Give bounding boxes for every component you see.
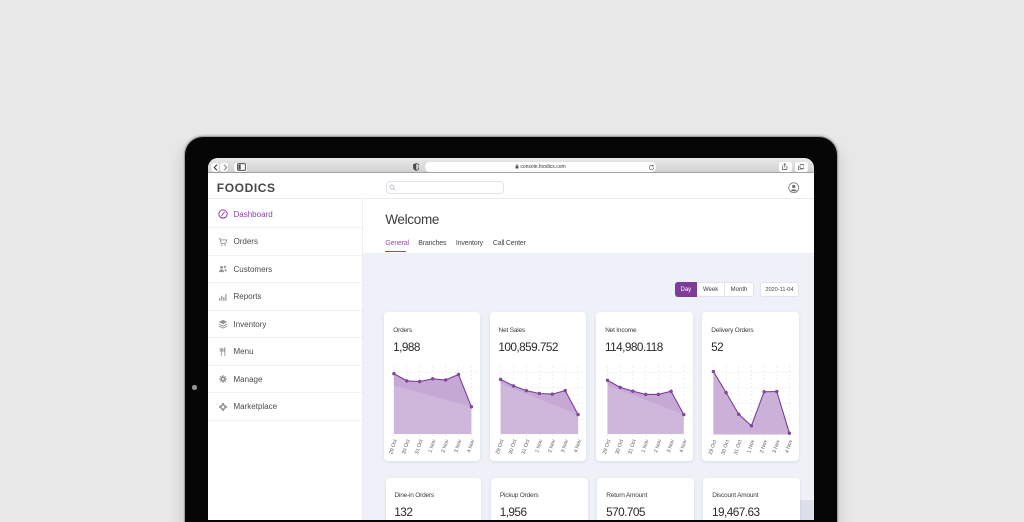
svg-text:1 Nov: 1 Nov xyxy=(534,438,544,453)
svg-text:30 Oct: 30 Oct xyxy=(507,438,518,455)
svg-text:4 Nov: 4 Nov xyxy=(679,438,689,453)
svg-text:1 Nov: 1 Nov xyxy=(428,438,438,453)
svg-text:29 Oct: 29 Oct xyxy=(389,438,400,455)
svg-text:3 Nov: 3 Nov xyxy=(560,438,570,453)
svg-text:2 Nov: 2 Nov xyxy=(441,438,451,453)
svg-text:3 Nov: 3 Nov xyxy=(772,439,782,454)
svg-text:30 Oct: 30 Oct xyxy=(721,439,732,456)
svg-text:1 Nov: 1 Nov xyxy=(747,439,757,454)
svg-text:1 Nov: 1 Nov xyxy=(641,438,651,453)
svg-text:4 Nov: 4 Nov xyxy=(467,438,477,453)
svg-text:31 Oct: 31 Oct xyxy=(627,438,638,455)
svg-text:2 Nov: 2 Nov xyxy=(547,438,557,453)
svg-text:4 Nov: 4 Nov xyxy=(785,439,795,454)
svg-text:3 Nov: 3 Nov xyxy=(454,438,464,453)
svg-text:30 Oct: 30 Oct xyxy=(615,438,626,455)
svg-text:30 Oct: 30 Oct xyxy=(401,438,412,455)
svg-text:3 Nov: 3 Nov xyxy=(666,438,676,453)
svg-text:29 Oct: 29 Oct xyxy=(708,439,719,456)
svg-text:2 Nov: 2 Nov xyxy=(759,439,769,454)
svg-text:31 Oct: 31 Oct xyxy=(414,438,425,455)
svg-text:31 Oct: 31 Oct xyxy=(520,438,531,455)
svg-text:2 Nov: 2 Nov xyxy=(654,438,664,453)
svg-text:31 Oct: 31 Oct xyxy=(733,439,744,456)
svg-text:29 Oct: 29 Oct xyxy=(602,438,613,455)
svg-text:4 Nov: 4 Nov xyxy=(573,438,583,453)
svg-text:29 Oct: 29 Oct xyxy=(495,438,506,455)
